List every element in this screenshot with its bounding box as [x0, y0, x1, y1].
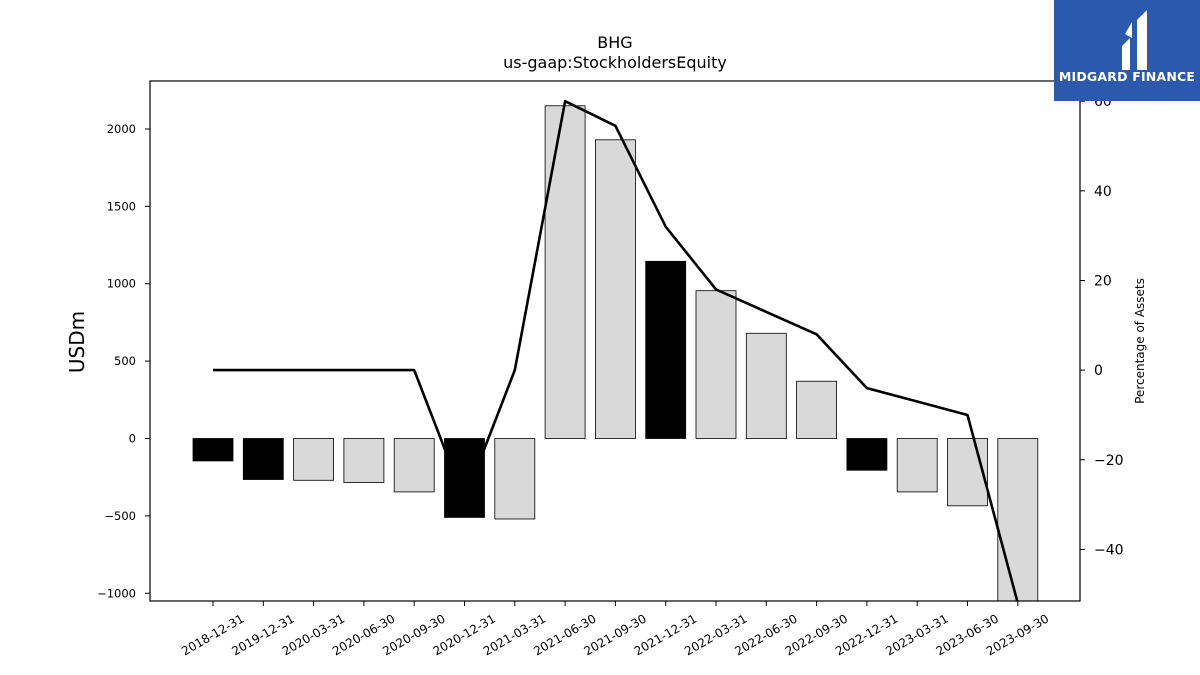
y-axis-label: USDm	[65, 311, 89, 373]
bar	[494, 438, 536, 520]
y2-tick-label: −20	[1094, 453, 1124, 469]
bar	[846, 438, 888, 471]
bar	[293, 438, 335, 481]
bar	[544, 105, 586, 439]
bar	[595, 139, 636, 439]
series-line	[213, 99, 1019, 601]
bar	[947, 438, 988, 507]
y-tick-label: −500	[104, 509, 136, 523]
line-series	[213, 99, 1019, 601]
bar	[896, 438, 938, 493]
chart-title: BHG	[597, 33, 632, 52]
bar	[343, 438, 385, 484]
bar	[192, 438, 234, 462]
y2-tick-label: 20	[1094, 273, 1112, 289]
bar	[695, 290, 737, 439]
bar	[796, 380, 837, 439]
y-tick-label: 1000	[107, 277, 136, 291]
bar	[997, 438, 1039, 601]
y2-tick-label: −40	[1094, 542, 1124, 558]
y2-tick-label: 40	[1094, 184, 1112, 200]
bar	[393, 438, 435, 493]
brand-logo: MIDGARD FINANCE	[1054, 0, 1200, 101]
bar	[444, 438, 485, 518]
y2-tick-label: 0	[1094, 363, 1103, 379]
bar	[242, 438, 284, 480]
brand-name: MIDGARD FINANCE	[1058, 69, 1196, 84]
bar-series	[192, 105, 1039, 601]
logo-mark-icon	[1122, 10, 1147, 70]
y2-axis-label: Percentage of Assets	[1133, 278, 1147, 404]
chart-subtitle: us-gaap:StockholdersEquity	[503, 53, 727, 72]
y-tick-label: 2000	[107, 122, 136, 136]
y-tick-label: 500	[114, 354, 136, 368]
y-tick-label: 0	[129, 432, 136, 446]
bar	[645, 260, 687, 439]
y-tick-label: 1500	[107, 199, 136, 213]
bar	[745, 332, 787, 439]
y-tick-label: −1000	[97, 586, 136, 600]
